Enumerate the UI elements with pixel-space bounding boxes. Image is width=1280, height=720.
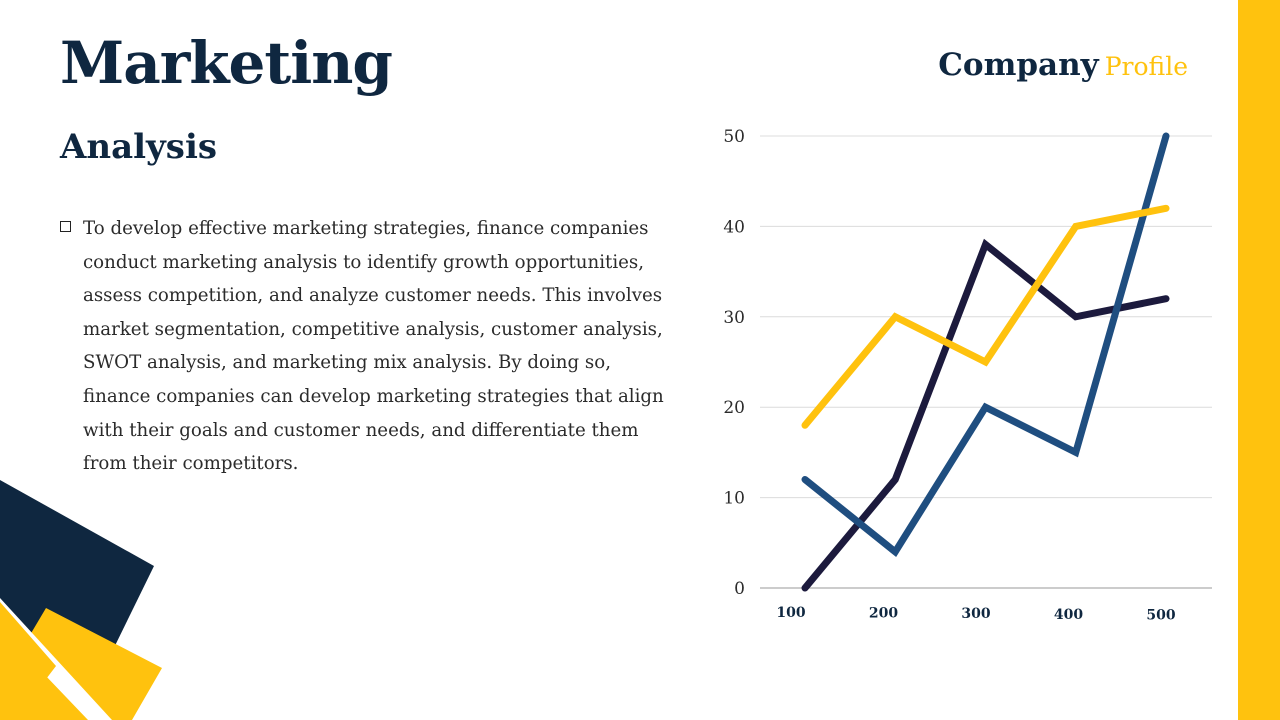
y-tick-label: 10 [723,489,745,509]
body-text: To develop effective marketing strategie… [83,218,664,475]
x-tick-label: 400 [1054,607,1083,623]
yellow-corner [0,602,56,700]
bullet-paragraph: To develop effective marketing strategie… [60,212,680,481]
company-word: Company [938,47,1099,83]
series-line-1 [801,238,1170,592]
slide-subtitle: Analysis [60,127,218,167]
line-chart: 0 10 20 30 40 50 100 200 300 400 500 [723,127,1212,623]
checkbox-bullet-icon [60,221,71,232]
y-tick-label: 0 [734,579,745,599]
y-tick-label: 40 [723,217,745,237]
y-tick-label: 50 [723,127,745,147]
x-tick-label: 100 [776,605,805,621]
decorative-shapes [0,480,162,720]
white-stripe [0,598,112,720]
x-tick-label: 300 [961,606,990,622]
series-line-2 [801,132,1170,558]
right-accent-band [1238,0,1280,720]
x-tick-label: 500 [1146,607,1175,623]
profile-word: Profile [1104,52,1188,81]
slide-title: Marketing [60,29,393,97]
yellow-shape [0,608,162,720]
y-tick-label: 30 [723,308,745,328]
y-tick-label: 20 [723,398,745,418]
company-profile-label: Company Profile [938,50,1188,81]
x-tick-label: 200 [869,606,898,622]
